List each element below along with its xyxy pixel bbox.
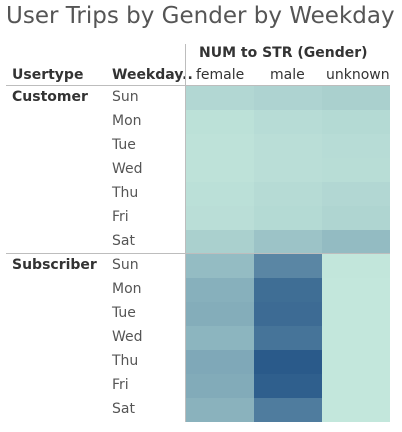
heatmap-cell[interactable] xyxy=(186,398,254,422)
weekday-label[interactable]: Sat xyxy=(112,233,135,249)
weekday-label[interactable]: Thu xyxy=(112,185,139,201)
weekday-label[interactable]: Fri xyxy=(112,209,129,225)
heatmap-cell[interactable] xyxy=(186,278,254,302)
heatmap-cell[interactable] xyxy=(322,326,390,350)
weekday-label[interactable]: Mon xyxy=(112,281,142,297)
heatmap-cell[interactable] xyxy=(322,254,390,278)
weekday-label[interactable]: Tue xyxy=(112,305,136,321)
heatmap-cell[interactable] xyxy=(254,254,322,278)
usertype-label[interactable]: Subscriber xyxy=(12,257,97,273)
heatmap-cell[interactable] xyxy=(322,134,390,158)
heatmap-cell[interactable] xyxy=(254,110,322,134)
heatmap-cell[interactable] xyxy=(186,158,254,182)
heatmap-cell[interactable] xyxy=(254,158,322,182)
row-header-usertype[interactable]: Usertype xyxy=(12,67,84,83)
heatmap-cell[interactable] xyxy=(186,254,254,278)
heatmap-cell[interactable] xyxy=(254,374,322,398)
column-divider xyxy=(185,44,186,422)
heatmap-cell[interactable] xyxy=(186,374,254,398)
heatmap-cell[interactable] xyxy=(322,350,390,374)
column-group-label: NUM to STR (Gender) xyxy=(199,45,368,61)
heatmap-cell[interactable] xyxy=(186,182,254,206)
heatmap-cell[interactable] xyxy=(322,230,390,254)
heatmap-cell[interactable] xyxy=(186,86,254,110)
heatmap-cell[interactable] xyxy=(322,278,390,302)
column-header-female: female xyxy=(196,67,245,83)
heatmap-cell[interactable] xyxy=(254,278,322,302)
weekday-label[interactable]: Mon xyxy=(112,113,142,129)
heatmap-cell[interactable] xyxy=(254,86,322,110)
heatmap-cell[interactable] xyxy=(186,206,254,230)
weekday-label[interactable]: Sun xyxy=(112,89,139,105)
group-divider xyxy=(6,85,390,86)
heatmap-cell[interactable] xyxy=(254,326,322,350)
heatmap-cell[interactable] xyxy=(254,398,322,422)
heatmap-cell[interactable] xyxy=(254,230,322,254)
weekday-label[interactable]: Fri xyxy=(112,377,129,393)
heatmap-cell[interactable] xyxy=(254,350,322,374)
heatmap-cell[interactable] xyxy=(322,110,390,134)
weekday-label[interactable]: Tue xyxy=(112,137,136,153)
heatmap-cell[interactable] xyxy=(322,158,390,182)
weekday-label[interactable]: Wed xyxy=(112,329,143,345)
heatmap-cell[interactable] xyxy=(186,230,254,254)
weekday-label[interactable]: Thu xyxy=(112,353,139,369)
column-header-male: male xyxy=(270,67,305,83)
heatmap-cell[interactable] xyxy=(322,86,390,110)
weekday-label[interactable]: Sat xyxy=(112,401,135,417)
heatmap-cell[interactable] xyxy=(322,374,390,398)
heatmap-cell[interactable] xyxy=(322,182,390,206)
row-header-weekday[interactable]: Weekday.. xyxy=(112,67,193,83)
heatmap-cell[interactable] xyxy=(322,302,390,326)
heatmap-cell[interactable] xyxy=(254,206,322,230)
heatmap-cell[interactable] xyxy=(186,350,254,374)
heatmap-cell[interactable] xyxy=(322,206,390,230)
column-header-unknown: unknown xyxy=(326,67,390,83)
heatmap-cell[interactable] xyxy=(322,398,390,422)
heatmap-cell[interactable] xyxy=(186,302,254,326)
heatmap-cell[interactable] xyxy=(186,110,254,134)
heatmap-cell[interactable] xyxy=(254,302,322,326)
heatmap-cell[interactable] xyxy=(254,134,322,158)
heatmap-cell[interactable] xyxy=(186,326,254,350)
usertype-label[interactable]: Customer xyxy=(12,89,88,105)
chart-title: User Trips by Gender by Weekday xyxy=(6,3,395,29)
heatmap-cell[interactable] xyxy=(254,182,322,206)
weekday-label[interactable]: Sun xyxy=(112,257,139,273)
heatmap-cell[interactable] xyxy=(186,134,254,158)
group-divider xyxy=(6,253,390,254)
weekday-label[interactable]: Wed xyxy=(112,161,143,177)
